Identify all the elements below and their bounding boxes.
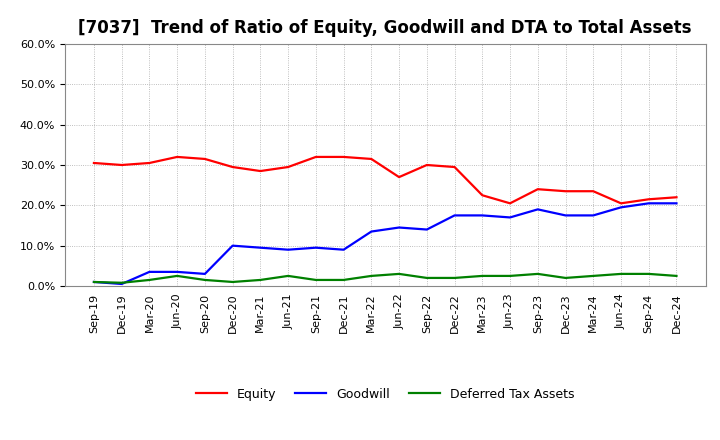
Equity bbox=[284, 165, 292, 170]
Deferred Tax Assets bbox=[145, 277, 154, 282]
Goodwill bbox=[450, 213, 459, 218]
Deferred Tax Assets bbox=[284, 273, 292, 279]
Deferred Tax Assets bbox=[672, 273, 681, 279]
Equity bbox=[201, 156, 210, 161]
Goodwill bbox=[478, 213, 487, 218]
Goodwill bbox=[561, 213, 570, 218]
Equity bbox=[173, 154, 181, 160]
Goodwill bbox=[672, 201, 681, 206]
Legend: Equity, Goodwill, Deferred Tax Assets: Equity, Goodwill, Deferred Tax Assets bbox=[191, 383, 580, 406]
Goodwill bbox=[367, 229, 376, 234]
Deferred Tax Assets bbox=[312, 277, 320, 282]
Goodwill bbox=[423, 227, 431, 232]
Goodwill bbox=[589, 213, 598, 218]
Equity bbox=[672, 194, 681, 200]
Line: Goodwill: Goodwill bbox=[94, 203, 677, 284]
Goodwill bbox=[616, 205, 625, 210]
Equity bbox=[505, 201, 514, 206]
Equity bbox=[644, 197, 653, 202]
Equity bbox=[423, 162, 431, 168]
Line: Deferred Tax Assets: Deferred Tax Assets bbox=[94, 274, 677, 283]
Deferred Tax Assets bbox=[616, 271, 625, 277]
Deferred Tax Assets bbox=[117, 280, 126, 286]
Deferred Tax Assets bbox=[450, 275, 459, 281]
Equity bbox=[145, 160, 154, 165]
Goodwill bbox=[89, 279, 98, 285]
Deferred Tax Assets bbox=[561, 275, 570, 281]
Equity bbox=[478, 193, 487, 198]
Goodwill bbox=[201, 271, 210, 277]
Goodwill bbox=[312, 245, 320, 250]
Goodwill bbox=[505, 215, 514, 220]
Equity bbox=[117, 162, 126, 168]
Goodwill bbox=[173, 269, 181, 275]
Deferred Tax Assets bbox=[256, 277, 265, 282]
Equity bbox=[256, 169, 265, 174]
Deferred Tax Assets bbox=[339, 277, 348, 282]
Deferred Tax Assets bbox=[367, 273, 376, 279]
Deferred Tax Assets bbox=[534, 271, 542, 277]
Equity bbox=[450, 165, 459, 170]
Deferred Tax Assets bbox=[589, 273, 598, 279]
Equity bbox=[228, 165, 237, 170]
Equity bbox=[616, 201, 625, 206]
Deferred Tax Assets bbox=[478, 273, 487, 279]
Equity bbox=[339, 154, 348, 160]
Title: [7037]  Trend of Ratio of Equity, Goodwill and DTA to Total Assets: [7037] Trend of Ratio of Equity, Goodwil… bbox=[78, 19, 692, 37]
Goodwill bbox=[117, 281, 126, 286]
Goodwill bbox=[534, 207, 542, 212]
Deferred Tax Assets bbox=[423, 275, 431, 281]
Equity bbox=[395, 174, 403, 180]
Equity bbox=[589, 189, 598, 194]
Equity bbox=[561, 189, 570, 194]
Deferred Tax Assets bbox=[228, 279, 237, 285]
Deferred Tax Assets bbox=[505, 273, 514, 279]
Goodwill bbox=[145, 269, 154, 275]
Deferred Tax Assets bbox=[201, 277, 210, 282]
Equity bbox=[89, 160, 98, 165]
Deferred Tax Assets bbox=[173, 273, 181, 279]
Goodwill bbox=[339, 247, 348, 253]
Equity bbox=[367, 156, 376, 161]
Goodwill bbox=[284, 247, 292, 253]
Goodwill bbox=[644, 201, 653, 206]
Goodwill bbox=[395, 225, 403, 230]
Goodwill bbox=[256, 245, 265, 250]
Equity bbox=[534, 187, 542, 192]
Deferred Tax Assets bbox=[395, 271, 403, 277]
Equity bbox=[312, 154, 320, 160]
Line: Equity: Equity bbox=[94, 157, 677, 203]
Deferred Tax Assets bbox=[644, 271, 653, 277]
Deferred Tax Assets bbox=[89, 279, 98, 285]
Goodwill bbox=[228, 243, 237, 248]
